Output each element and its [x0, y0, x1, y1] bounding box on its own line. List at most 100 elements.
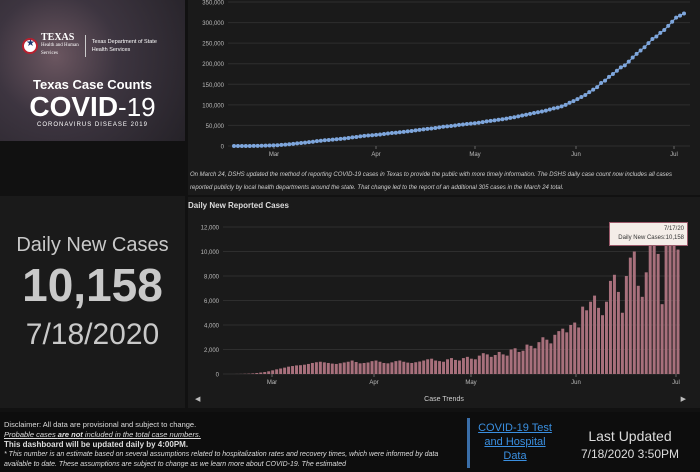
- banner-caption: CORONAVIRUS DISEASE 2019: [37, 122, 148, 128]
- data-point: [682, 11, 686, 16]
- data-point: [516, 114, 521, 119]
- bar: [346, 361, 350, 374]
- counter-label: Daily New Cases: [16, 234, 169, 256]
- bar: [398, 360, 402, 374]
- data-point: [520, 113, 525, 118]
- bar: [581, 306, 585, 374]
- data-point: [626, 59, 631, 64]
- bar: [350, 360, 354, 374]
- bar: [263, 372, 267, 374]
- bar: [310, 362, 314, 374]
- data-point: [330, 137, 335, 142]
- data-point: [295, 141, 300, 146]
- dshs-line2: Health Services: [91, 47, 131, 53]
- y-tick-label: 200,000: [202, 62, 224, 68]
- data-point: [678, 13, 683, 18]
- right-arrow-icon[interactable]: ▶: [680, 396, 686, 403]
- y-tick-label: 4,000: [204, 324, 220, 330]
- data-point: [571, 99, 576, 104]
- data-point: [535, 110, 540, 115]
- x-tick-label: Jul: [670, 152, 678, 158]
- data-point: [666, 23, 671, 28]
- data-point: [334, 137, 339, 142]
- tooltip-date: 7/17/20: [663, 226, 684, 232]
- data-point: [291, 141, 296, 146]
- data-point: [413, 128, 418, 133]
- banner-title-sub: -19: [118, 92, 156, 122]
- y-tick-label: 0: [221, 145, 225, 151]
- bar: [509, 349, 513, 374]
- hhs-logo: TEXAS Health and Human Services: [41, 33, 79, 58]
- data-point: [409, 128, 414, 133]
- y-tick-label: 350,000: [202, 1, 224, 7]
- cumulative-cases-chart[interactable]: 0 50,000 100,000 150,000 200,000 250,000 300,0…: [188, 0, 700, 195]
- data-point: [484, 119, 489, 124]
- data-point: [354, 134, 359, 139]
- hhs-logo-line3: Services: [41, 51, 58, 56]
- bar: [461, 358, 465, 374]
- data-point: [401, 129, 406, 134]
- disclaimer: Disclaimer: All data are provisional and…: [4, 420, 460, 470]
- bar: [620, 312, 624, 374]
- bar: [251, 373, 255, 374]
- daily-cases-chart[interactable]: 0 2,000 4,000 6,000 8,000 10,000 12,000 Mar Apr M…: [188, 197, 700, 393]
- bar: [668, 233, 672, 374]
- data-point: [674, 15, 679, 20]
- left-arrow-icon[interactable]: ◀: [195, 396, 201, 403]
- x-tick-label: Mar: [269, 152, 279, 158]
- data-point: [595, 85, 600, 90]
- test-hospital-data-link[interactable]: COVID-19 Test and Hospital Data: [478, 422, 552, 462]
- bar: [521, 350, 525, 374]
- bar: [326, 362, 330, 374]
- bar: [370, 361, 374, 374]
- data-point: [559, 104, 564, 109]
- data-point: [366, 133, 371, 138]
- x-tick-label: Apr: [371, 152, 380, 158]
- data-point: [579, 95, 584, 100]
- data-point: [630, 55, 635, 60]
- y-tick-label: 300,000: [202, 21, 224, 27]
- bar: [255, 373, 259, 374]
- bar: [656, 253, 660, 374]
- bar: [624, 276, 628, 374]
- bar: [378, 361, 382, 374]
- bar: [660, 304, 664, 374]
- data-point: [567, 100, 572, 105]
- bar: [366, 362, 370, 374]
- bar: [295, 365, 299, 374]
- data-point: [492, 118, 497, 123]
- data-point: [433, 125, 438, 130]
- bar: [406, 362, 410, 374]
- bar: [302, 364, 306, 374]
- data-point: [385, 131, 390, 136]
- bar: [545, 339, 549, 374]
- bar: [457, 360, 461, 374]
- probable-b: are not: [57, 430, 83, 439]
- y-tick-label: 6,000: [204, 299, 220, 305]
- update-note: This dashboard will be updated daily by …: [4, 440, 189, 449]
- probable-a: Probable cases: [4, 430, 58, 439]
- y-tick-label: 150,000: [202, 83, 224, 89]
- data-point: [622, 63, 627, 68]
- case-trends-label[interactable]: Case Trends: [424, 396, 464, 403]
- data-point: [575, 97, 580, 102]
- case-trends-bar: ◀ Case Trends ▶: [188, 393, 700, 408]
- bar: [338, 363, 342, 374]
- y-tick-label: 0: [216, 373, 220, 379]
- data-point: [591, 87, 596, 92]
- bar: [374, 360, 378, 374]
- disclaimer-line1: Disclaimer: All data are provisional and…: [4, 420, 197, 429]
- bar: [593, 295, 597, 374]
- bar: [382, 362, 386, 374]
- bar: [477, 355, 481, 374]
- data-point: [449, 123, 454, 128]
- bar: [465, 356, 469, 374]
- x-tick-label: Jul: [672, 380, 680, 386]
- probable-c: included in the total case numbers.: [82, 430, 201, 439]
- data-point: [279, 142, 284, 147]
- bar: [426, 359, 430, 374]
- y-tick-label: 8,000: [204, 275, 220, 281]
- bar: [569, 325, 573, 374]
- footer-divider: [467, 418, 470, 468]
